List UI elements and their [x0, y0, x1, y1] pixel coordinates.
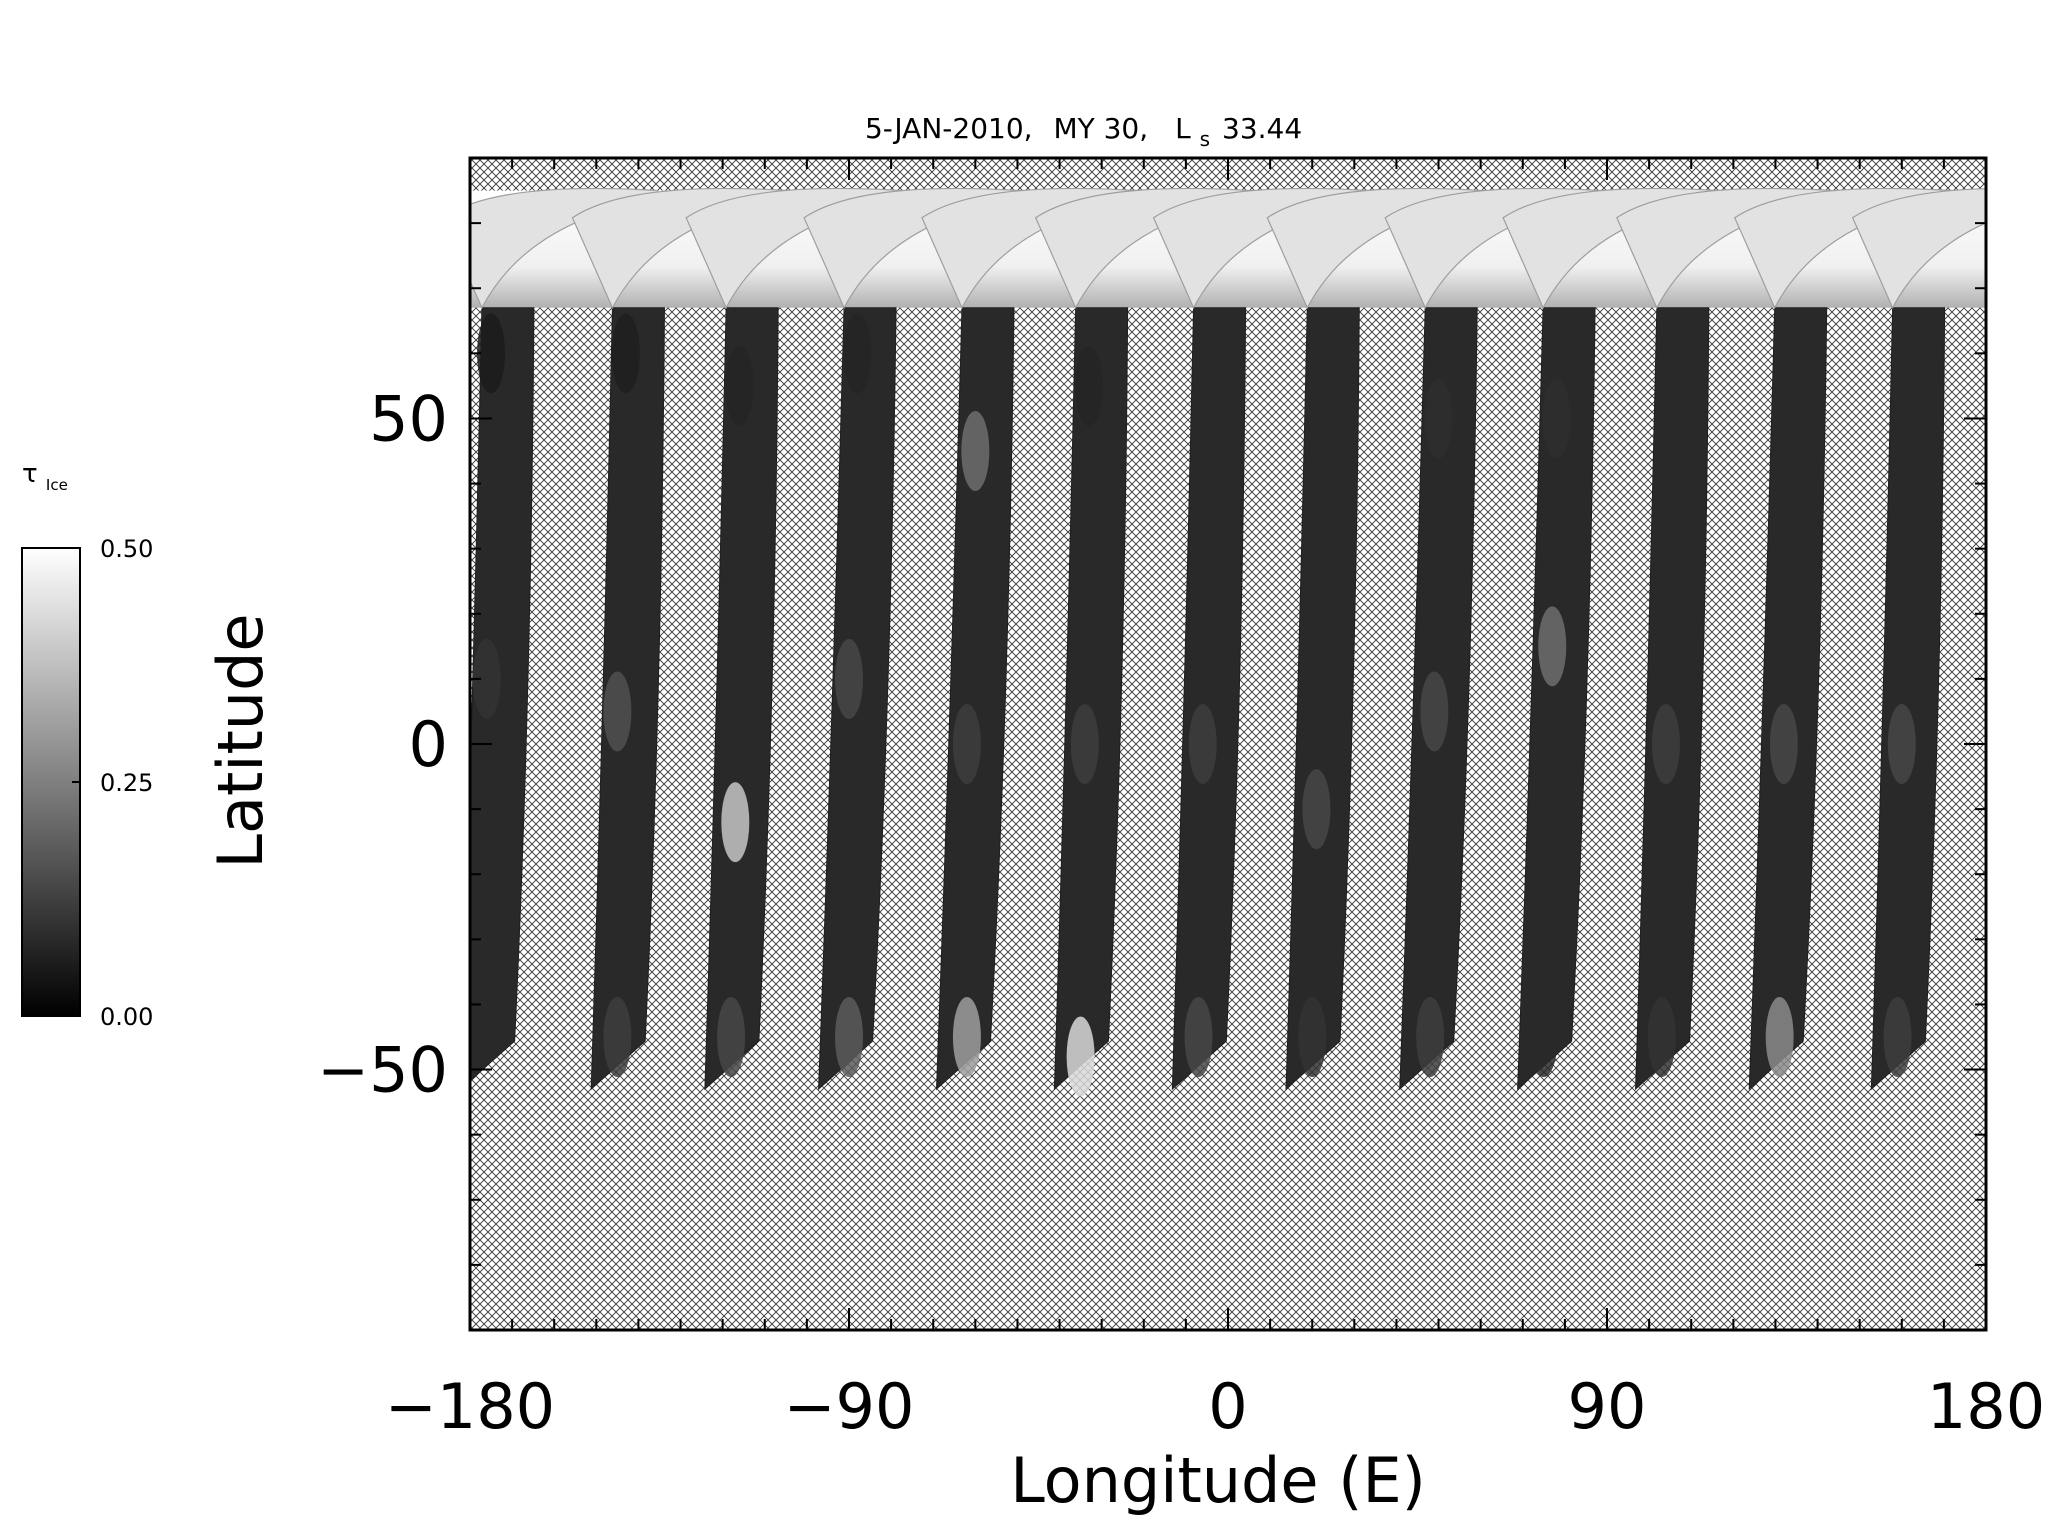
- chart-title: 5-JAN-2010, MY 30, L s: [865, 112, 1210, 151]
- swath: [1502, 187, 1720, 1091]
- swath-strip: [1171, 307, 1247, 1091]
- ice-opacity-sample: [952, 704, 981, 784]
- y-axis-label: Latitude: [204, 613, 277, 868]
- ice-opacity-sample: [1306, 378, 1335, 459]
- colorbar-symbol: τ: [22, 459, 38, 489]
- swath-strip: [1285, 307, 1360, 1091]
- colorbar-subscript: Ice: [46, 476, 68, 494]
- title-ls-symbol: L: [1175, 112, 1191, 145]
- y-tick-label: 50: [369, 382, 448, 455]
- colorbar-gradient-bar: [21, 547, 81, 1017]
- ice-opacity-sample: [1538, 606, 1567, 687]
- swath: [1266, 187, 1484, 1091]
- ice-opacity-sample: [1651, 704, 1680, 784]
- swath: [1733, 187, 1952, 1091]
- ice-opacity-sample: [1188, 704, 1217, 784]
- ice-opacity-sample: [725, 345, 754, 426]
- swath-strip: [704, 307, 779, 1091]
- title-ls-value: 33.44: [1222, 112, 1302, 145]
- ice-opacity-sample: [952, 997, 981, 1077]
- ice-opacity-sample: [1883, 997, 1912, 1077]
- ice-opacity-sample: [1542, 378, 1571, 459]
- ice-opacity-sample: [843, 313, 872, 394]
- swath-strip: [1517, 307, 1596, 1091]
- swath: [1616, 187, 1834, 1091]
- ice-opacity-sample: [1424, 378, 1453, 459]
- ice-opacity-sample: [1420, 671, 1449, 752]
- ice-opacity-sample: [835, 638, 863, 719]
- x-tick-label: −180: [385, 1370, 555, 1443]
- x-axis-label: Longitude (E): [1010, 1444, 1426, 1517]
- x-tick-label: 90: [1568, 1370, 1647, 1443]
- title-date: 5-JAN-2010,: [865, 112, 1033, 145]
- colorbar-ticks: 0.00 0.25 0.50: [72, 535, 153, 1031]
- colorbar-tick-label: 0.25: [100, 769, 153, 797]
- swath-strip: [1748, 307, 1828, 1091]
- ice-opacity-sample: [1416, 997, 1445, 1077]
- swath-strip: [470, 307, 535, 1082]
- ice-opacity-sample: [1066, 1016, 1095, 1097]
- ice-opacity-sample: [1192, 345, 1221, 426]
- colorbar-tick-label: 0.50: [100, 535, 153, 563]
- ice-opacity-sample: [1656, 345, 1685, 426]
- swath-strip: [1870, 307, 1946, 1091]
- ice-opacity-sample: [1302, 769, 1331, 850]
- ice-opacity-sample: [1887, 704, 1916, 784]
- ice-opacity-sample: [721, 782, 750, 863]
- ice-opacity-sample: [1769, 704, 1798, 784]
- colorbar-tick-label: 0.00: [100, 1003, 153, 1031]
- ice-opacity-sample: [961, 411, 990, 491]
- swath-data-layer: [470, 187, 1986, 1097]
- ice-opacity-sample: [603, 997, 632, 1077]
- ice-opacity-sample: [603, 671, 632, 752]
- ice-opacity-sample: [1765, 997, 1794, 1077]
- colorbar-title: τ Ice: [22, 459, 68, 494]
- ice-opacity-sample: [835, 997, 863, 1077]
- x-tick-label: 180: [1927, 1370, 2045, 1443]
- ice-opacity-sample: [611, 313, 640, 394]
- x-axis: −180 −90 0 90 180: [385, 158, 2045, 1443]
- ice-opacity-sample: [1529, 997, 1558, 1077]
- y-tick-label: 0: [409, 708, 448, 781]
- ice-opacity-sample: [477, 313, 506, 394]
- ice-opacity-sample: [1298, 997, 1327, 1077]
- ice-opacity-sample: [1184, 997, 1213, 1077]
- x-tick-label: −90: [784, 1370, 915, 1443]
- y-axis: −50 0 50: [317, 157, 1986, 1331]
- colorbar: τ Ice 0.00 0.25 0.50: [21, 459, 153, 1031]
- swath-strip: [1053, 307, 1129, 1091]
- swath: [1152, 187, 1371, 1091]
- ice-opacity-sample: [717, 997, 746, 1077]
- ice-opacity-sample: [1075, 345, 1104, 426]
- swath: [470, 187, 659, 1082]
- ice-opacity-sample: [1070, 704, 1099, 784]
- swath: [1851, 188, 1986, 1091]
- title-mars-year: MY 30,: [1053, 112, 1148, 145]
- ice-opacity-sample: [472, 638, 501, 719]
- ice-opacity-sample: [1891, 345, 1920, 426]
- title-ls-subscript: s: [1200, 127, 1210, 151]
- ice-opacity-sample: [472, 964, 501, 1045]
- ice-opacity-sample: [1774, 345, 1803, 426]
- ice-opacity-sample: [1647, 997, 1676, 1077]
- swath-strip: [935, 307, 1015, 1091]
- x-tick-label: 0: [1208, 1370, 1247, 1443]
- swath-strip: [1634, 307, 1710, 1091]
- swath-cap-arc: [1851, 188, 1986, 310]
- y-tick-label: −50: [317, 1034, 448, 1107]
